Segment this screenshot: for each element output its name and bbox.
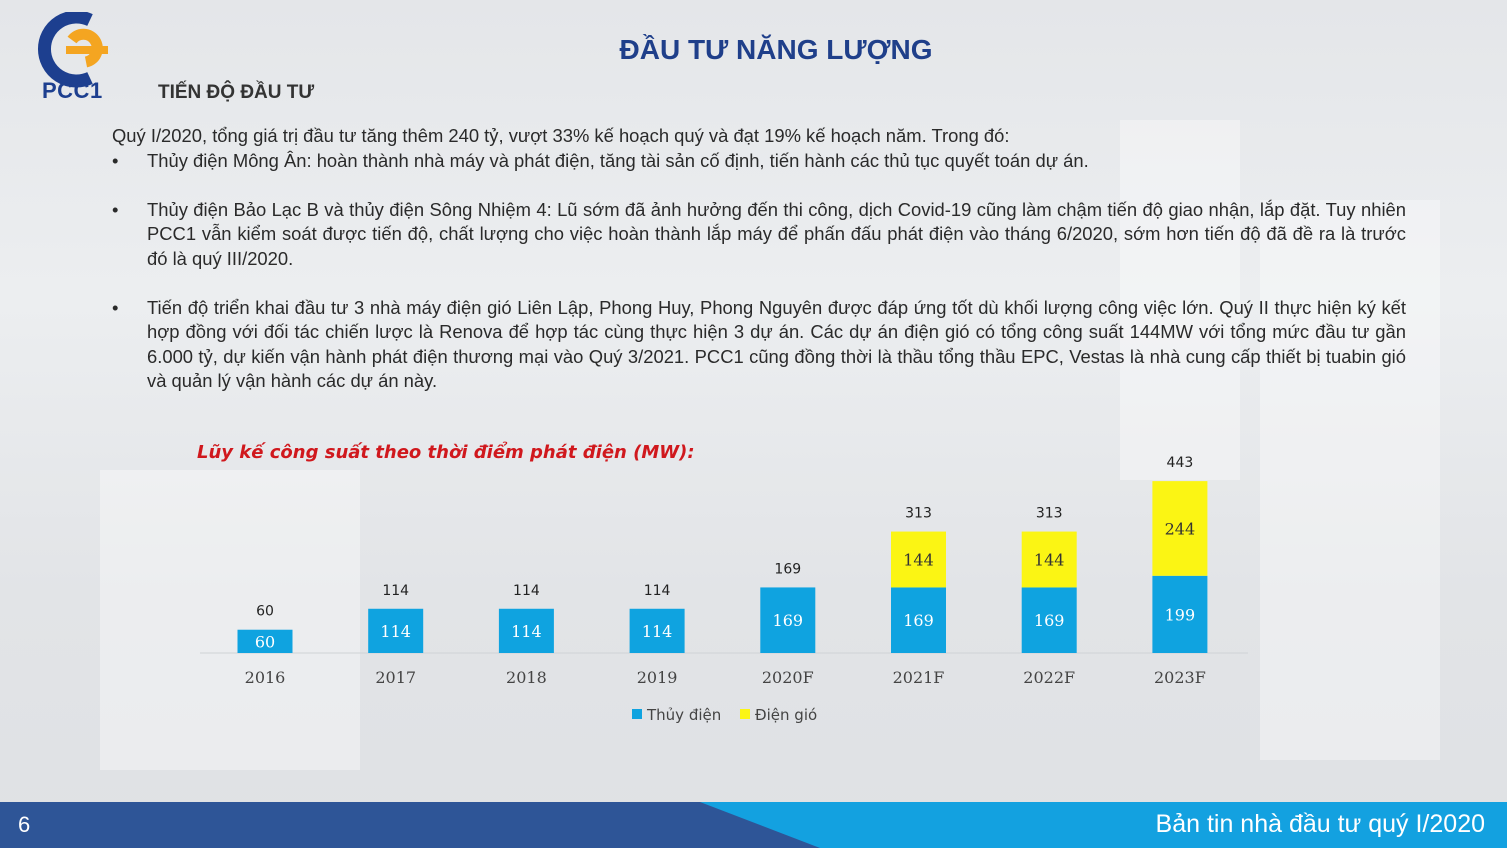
body-text: Quý I/2020, tổng giá trị đầu tư tăng thê… (112, 124, 1406, 418)
bullet-text: Tiến độ triển khai đầu tư 3 nhà máy điện… (147, 296, 1406, 392)
bar-thuy-dien (237, 629, 293, 653)
bullet-symbol: • (112, 149, 119, 171)
bullet-item: • Thủy điện Mông Ân: hoàn thành nhà máy … (112, 149, 1406, 174)
bar-value-label: 114 (380, 622, 411, 641)
bar-value-label: 199 (1165, 605, 1196, 624)
background-decoration (100, 470, 360, 770)
background-decoration (1120, 120, 1240, 480)
bar-value-label: 114 (511, 622, 542, 641)
bar-value-label: 114 (642, 622, 673, 641)
pcc1-logo (37, 12, 108, 88)
bar-thuy-dien (368, 608, 424, 653)
bar-thuy-dien (891, 587, 946, 653)
bar-value-label: 244 (1165, 519, 1196, 538)
category-label: 2020F (762, 668, 814, 687)
category-label: 2021F (893, 668, 945, 687)
logo-text: PCC1 (42, 78, 103, 103)
section-title: TIẾN ĐỘ ĐẦU TƯ (158, 82, 315, 103)
chart-title: Lũy kế công suất theo thời điểm phát điệ… (197, 442, 695, 463)
footer-title: Bản tin nhà đầu tư quý I/2020 (1155, 810, 1485, 838)
capacity-chart: 60 60 2016 114 114 2017 114 114 2018 114 114 2019 16… (200, 455, 1248, 724)
category-label: 2016 (245, 668, 286, 687)
category-label: 2022F (1023, 668, 1075, 687)
category-label: 2017 (375, 668, 416, 687)
category-label: 2018 (506, 668, 547, 687)
total-label: 313 (905, 506, 932, 522)
footer-dark-band (0, 802, 820, 848)
footer-band (0, 802, 1507, 848)
bar-value-label: 169 (903, 611, 934, 630)
legend-label: Điện gió (755, 706, 817, 724)
page-number: 6 (18, 812, 31, 837)
bar-value-label: 144 (903, 550, 934, 569)
total-label: 114 (513, 583, 540, 599)
total-label: 169 (774, 561, 801, 577)
bullet-symbol: • (112, 296, 119, 318)
bar-dien-gio (1152, 481, 1208, 576)
bar-thuy-dien (760, 587, 816, 653)
bullet-text: Thủy điện Mông Ân: hoàn thành nhà máy và… (147, 149, 1089, 171)
bullet-text: Thủy điện Bảo Lạc B và thủy điện Sông Nh… (147, 198, 1406, 269)
bullet-item: • Tiến độ triển khai đầu tư 3 nhà máy đi… (112, 296, 1406, 394)
category-label: 2023F (1154, 668, 1206, 687)
bar-dien-gio (1021, 531, 1077, 588)
intro-paragraph: Quý I/2020, tổng giá trị đầu tư tăng thê… (112, 125, 1010, 146)
legend-label: Thủy điện (646, 706, 721, 724)
bar-dien-gio (891, 531, 946, 588)
page-title: ĐẦU TƯ NĂNG LƯỢNG (619, 34, 933, 65)
background-decoration (1260, 200, 1440, 760)
bar-thuy-dien (1152, 575, 1208, 653)
bullet-item: • Thủy điện Bảo Lạc B và thủy điện Sông … (112, 198, 1406, 272)
bar-value-label: 60 (255, 632, 275, 651)
bar-value-label: 144 (1034, 550, 1065, 569)
bar-thuy-dien (629, 608, 685, 653)
bar-thuy-dien (1021, 587, 1077, 653)
total-label: 60 (256, 604, 274, 620)
bar-thuy-dien (498, 608, 554, 653)
total-label: 114 (644, 583, 671, 599)
total-label: 114 (382, 583, 409, 599)
bar-value-label: 169 (1034, 611, 1065, 630)
total-label: 313 (1036, 506, 1063, 522)
legend-swatch (740, 709, 750, 719)
bar-value-label: 169 (773, 611, 804, 630)
legend-swatch (632, 709, 642, 719)
bullet-symbol: • (112, 198, 119, 220)
category-label: 2019 (637, 668, 678, 687)
total-label: 443 (1167, 455, 1194, 471)
